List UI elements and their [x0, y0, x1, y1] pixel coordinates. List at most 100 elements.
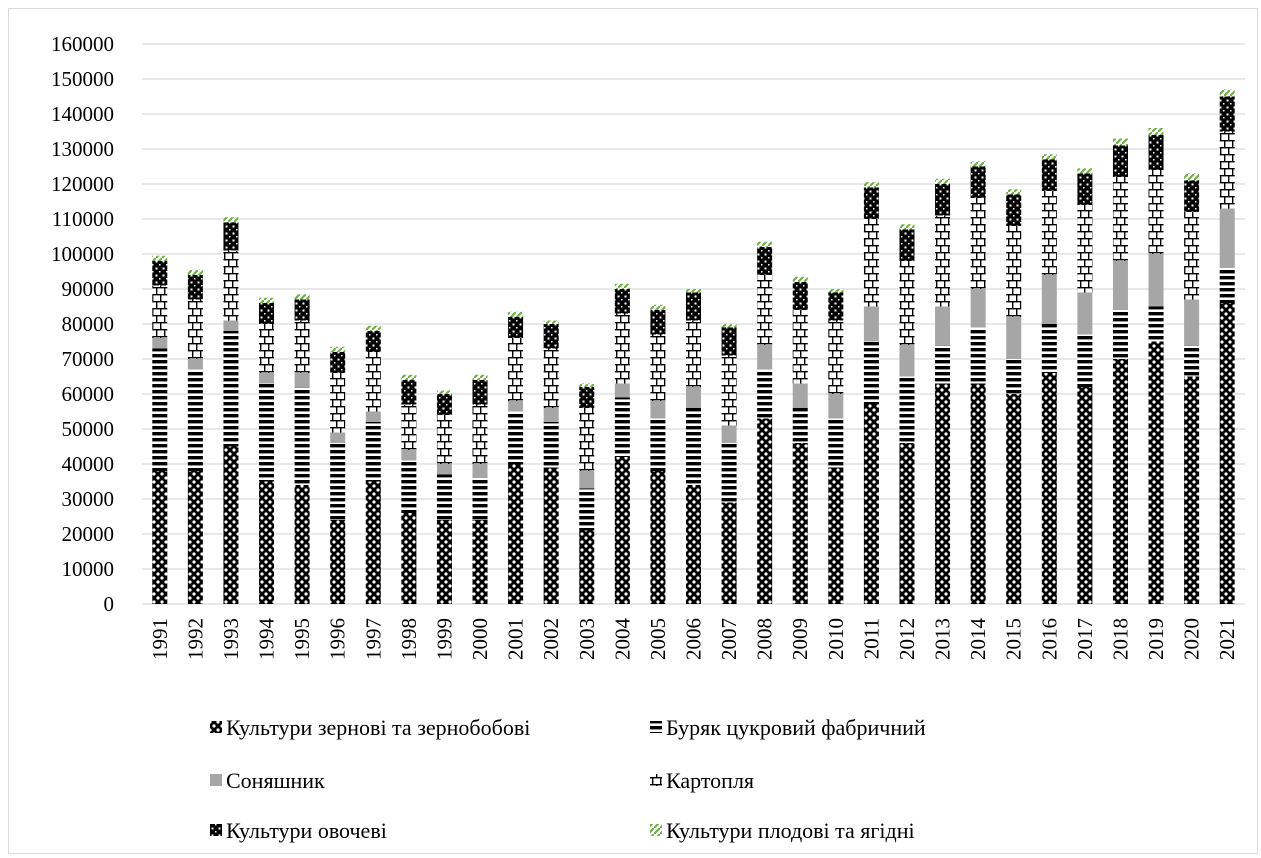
bar-segment-2019-s1: [1148, 306, 1164, 342]
bar-segment-2002-s5: [543, 320, 559, 324]
legend-item-1: Буряк цукровий фабричний: [650, 715, 926, 740]
x-tick-label: 2019: [1144, 618, 1168, 660]
bar-segment-2000-s5: [472, 374, 488, 380]
bar-segment-1999-s3: [436, 415, 452, 464]
bar-segment-2015-s1: [1006, 359, 1022, 394]
bar-segment-2021-s0: [1219, 303, 1235, 604]
bar-segment-2006-s0: [686, 485, 701, 604]
legend-label: Культури овочеві: [226, 818, 387, 843]
bar-segment-2009-s2: [792, 383, 808, 408]
bar-segment-1995-s4: [294, 299, 310, 321]
bar-stack-2014: [970, 161, 986, 604]
x-tick-label: 2013: [931, 618, 955, 660]
bar-segment-2012-s3: [899, 261, 915, 345]
bar-segment-1992-s1: [187, 369, 203, 471]
bar-stack-1994: [259, 297, 275, 604]
y-tick-label: 90000: [62, 277, 115, 301]
x-tick-label: 2021: [1215, 618, 1239, 660]
bar-segment-2010-s0: [828, 467, 844, 604]
bar-segment-2012-s1: [899, 376, 915, 443]
bar-segment-2007-s2: [721, 425, 737, 443]
bar-segment-2007-s3: [721, 355, 737, 426]
bar-segment-2014-s5: [970, 161, 986, 167]
bar-segment-2003-s4: [579, 387, 595, 408]
bar-segment-2009-s0: [792, 443, 808, 604]
y-tick-label: 40000: [62, 452, 115, 476]
bar-segment-1998-s2: [401, 450, 417, 461]
bar-segment-1999-s1: [436, 474, 452, 520]
bar-segment-2001-s0: [508, 464, 524, 604]
bar-segment-1996-s5: [330, 346, 346, 352]
bar-segment-1993-s3: [223, 250, 239, 321]
legend-swatch: [210, 774, 222, 786]
legend-swatch: [210, 721, 222, 733]
bar-segment-2002-s1: [543, 422, 559, 468]
bar-segment-2016-s3: [1041, 191, 1057, 275]
bar-segment-2009-s1: [792, 408, 808, 443]
x-tick-label: 1998: [397, 618, 421, 660]
bar-segment-1992-s4: [187, 275, 203, 300]
bar-segment-2015-s4: [1006, 194, 1022, 226]
bar-segment-1999-s4: [436, 394, 452, 415]
bar-segment-2020-s4: [1184, 180, 1200, 212]
bar-segment-2000-s0: [472, 520, 488, 604]
bar-segment-2008-s4: [757, 247, 773, 275]
bar-segment-1996-s2: [330, 432, 346, 443]
bar-segment-2004-s2: [614, 383, 630, 398]
bar-segment-2016-s2: [1041, 275, 1057, 324]
bar-segment-1994-s4: [259, 303, 275, 324]
bar-segment-2017-s0: [1077, 387, 1093, 604]
bar-segment-2020-s0: [1184, 376, 1200, 604]
y-tick-label: 70000: [62, 347, 115, 371]
bar-stack-2011: [863, 182, 879, 604]
bar-segment-1997-s3: [365, 352, 381, 412]
bar-segment-1997-s1: [365, 422, 381, 482]
bar-segment-2003-s2: [579, 471, 595, 489]
legend-item-3: Картопля: [650, 768, 754, 793]
bar-segment-1996-s1: [330, 443, 346, 520]
x-tick-label: 2018: [1108, 618, 1132, 660]
legend-item-5: Культури плодові та ягідні: [650, 818, 915, 843]
bar-stack-1995: [294, 294, 310, 604]
bar-segment-1998-s3: [401, 404, 417, 450]
x-tick-label: 2009: [788, 618, 812, 660]
y-tick-label: 100000: [51, 242, 114, 266]
bar-segment-2020-s5: [1184, 173, 1200, 181]
bar-segment-2014-s1: [970, 327, 986, 384]
bar-segment-1995-s0: [294, 485, 310, 604]
x-tick-label: 2015: [1002, 618, 1026, 660]
bar-segment-1991-s0: [152, 471, 168, 604]
bar-stack-1999: [436, 390, 452, 604]
bar-stack-2000: [472, 374, 488, 604]
legend-swatch: [650, 774, 662, 786]
bar-segment-2007-s5: [721, 324, 737, 328]
x-tick-label: 2008: [753, 618, 777, 660]
x-tick-label: 2011: [859, 618, 883, 659]
bar-segment-2017-s3: [1077, 205, 1093, 293]
bar-segment-2003-s1: [579, 488, 595, 531]
x-tick-label: 1993: [219, 618, 243, 660]
x-tick-label: 2002: [539, 618, 563, 660]
x-tick-label: 1999: [432, 618, 456, 660]
bar-segment-2016-s1: [1041, 324, 1057, 373]
x-tick-label: 1994: [255, 618, 279, 661]
bar-segment-2016-s0: [1041, 373, 1057, 604]
legend-item-4: Культури овочеві: [210, 818, 387, 843]
bar-segment-1993-s4: [223, 222, 239, 251]
bar-segment-1992-s2: [187, 359, 203, 370]
bar-segment-2019-s0: [1148, 341, 1164, 604]
bar-segment-1999-s2: [436, 464, 452, 475]
bar-segment-2015-s2: [1006, 317, 1022, 359]
bar-stack-1992: [187, 269, 203, 604]
bar-segment-1995-s3: [294, 320, 310, 373]
bar-segment-2011-s5: [863, 182, 879, 188]
bar-segment-1999-s5: [436, 390, 452, 394]
bar-stack-2010: [828, 289, 844, 604]
bar-segment-2015-s3: [1006, 226, 1022, 317]
bar-segment-1991-s5: [152, 255, 168, 261]
legend-label: Культури зернові та зернобобові: [226, 715, 530, 740]
legend-label: Соняшник: [226, 768, 325, 793]
bar-segment-2006-s3: [686, 320, 701, 387]
legend: Культури зернові та зернобобові Буряк цук…: [210, 715, 926, 843]
legend-label: Картопля: [666, 768, 754, 793]
